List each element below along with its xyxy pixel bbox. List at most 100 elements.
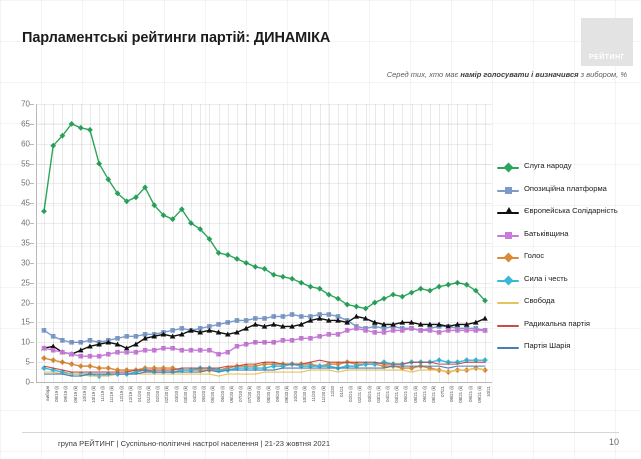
x-axis-tick-label: 03/20 (і) <box>173 386 179 402</box>
data-point <box>207 324 212 329</box>
subtitle-emphasis: намір голосувати і визначився <box>460 70 579 79</box>
vertical-gridline <box>264 104 266 382</box>
legend-item-Сила і честь[interactable]: Сила і честь <box>497 271 641 294</box>
data-point <box>344 328 350 333</box>
data-point <box>417 321 424 327</box>
footer-divider <box>22 432 619 433</box>
y-axis-tick-label: 65 <box>21 119 30 129</box>
legend-swatch <box>497 302 519 304</box>
data-point <box>270 271 277 278</box>
data-point <box>473 328 479 333</box>
vertical-gridline <box>319 104 321 382</box>
data-point <box>114 190 121 197</box>
y-axis-tick-label: 55 <box>21 159 30 169</box>
horizontal-gridline <box>37 163 492 165</box>
data-point <box>463 321 470 327</box>
y-axis: 0 5 10 15 20 25 30 35 40 45 50 55 60 65 70 <box>0 96 34 388</box>
data-point <box>308 336 313 341</box>
data-point <box>316 285 323 292</box>
vertical-gridline <box>71 104 73 382</box>
data-point <box>326 332 332 337</box>
data-point <box>234 318 240 323</box>
horizontal-gridline <box>37 183 492 185</box>
x-axis-tick-label: 12/19 (і) <box>118 386 124 402</box>
y-axis-tick-label: 15 <box>21 317 30 327</box>
data-point <box>335 295 341 302</box>
data-point <box>243 325 249 331</box>
data-point <box>170 328 175 333</box>
data-point <box>216 322 221 327</box>
horizontal-gridline <box>37 362 492 364</box>
data-point <box>215 250 222 256</box>
data-point <box>179 331 185 337</box>
legend-item-Радикальна партія[interactable]: Радикальна партія <box>497 316 641 339</box>
x-axis-tick-label: 09/19 (і) <box>63 386 69 402</box>
data-point <box>169 216 176 223</box>
vertical-gridline <box>99 104 101 382</box>
vertical-gridline <box>485 104 486 382</box>
data-point <box>289 275 295 282</box>
x-axis-tick-label: 05/21 (іі) <box>412 386 418 403</box>
legend-item-Опозиційна платформа[interactable]: Опозиційна платформа <box>497 181 641 204</box>
rating-logo-label: РЕЙТИНГ <box>588 54 626 61</box>
data-point <box>96 365 103 371</box>
x-axis-tick-label: 10/19 (іі) <box>90 386 96 403</box>
data-point <box>188 347 194 353</box>
vertical-gridline <box>117 104 119 382</box>
data-point <box>77 347 84 353</box>
legend-item-Слуга народу[interactable]: Слуга народу <box>497 158 641 181</box>
data-point <box>270 321 277 327</box>
data-point <box>234 255 240 262</box>
legend-item-Голос[interactable]: Голос <box>497 248 641 271</box>
data-point <box>50 343 56 349</box>
data-point <box>317 334 322 339</box>
y-axis-tick <box>30 203 34 205</box>
data-point <box>363 328 368 333</box>
vertical-gridline <box>246 104 248 382</box>
data-point <box>344 319 350 325</box>
legend-swatch <box>497 324 519 327</box>
data-point <box>132 194 139 201</box>
x-axis-tick-label: 09/21 (і) <box>467 386 473 402</box>
data-point <box>298 279 305 286</box>
data-point <box>170 345 175 351</box>
y-axis-tick <box>30 143 34 145</box>
data-point <box>41 355 47 362</box>
x-axis-tick-label: 07/20 (іі) <box>247 386 253 403</box>
legend-item-Європейська Солідарність[interactable]: Європейська Солідарність <box>497 203 641 226</box>
horizontal-gridline <box>37 143 492 145</box>
chart-subtitle: Серед тих, хто має намір голосувати і ви… <box>387 70 627 79</box>
legend-item-Батьківщина[interactable]: Батьківщина <box>497 226 641 249</box>
data-point <box>96 353 102 359</box>
vertical-gridline <box>448 104 450 382</box>
x-axis-tick-label: 09/21 (іі) <box>476 386 482 403</box>
x-axis-tick-label: 05/20 (іі) <box>210 386 216 403</box>
data-point <box>417 285 424 292</box>
data-point <box>188 220 194 227</box>
vertical-gridline <box>191 104 192 382</box>
vertical-gridline <box>310 104 312 382</box>
data-point <box>308 314 313 319</box>
legend-item-Свобода[interactable]: Свобода <box>497 293 641 316</box>
x-axis-tick-label: 01/20 (і) <box>136 386 142 402</box>
legend-item-Партія Шарія[interactable]: Партія Шарія <box>497 338 641 361</box>
data-point <box>68 361 75 368</box>
data-point <box>133 349 139 355</box>
x-axis-tick-label: 11/19 (і) <box>100 386 106 402</box>
data-point <box>418 328 423 333</box>
vertical-gridline <box>338 104 339 382</box>
legend-marker <box>503 162 514 173</box>
data-point <box>271 314 276 319</box>
data-point <box>253 316 258 321</box>
data-point <box>371 299 378 306</box>
data-point <box>261 323 268 329</box>
data-point <box>105 365 112 371</box>
vertical-gridline <box>356 104 358 382</box>
vertical-gridline <box>126 104 128 382</box>
data-point <box>60 338 65 343</box>
vertical-gridline <box>163 104 165 382</box>
series-Слуга народу <box>41 120 488 312</box>
x-axis-tick-label: 03/21 (іі) <box>375 386 381 403</box>
data-point <box>289 323 295 329</box>
